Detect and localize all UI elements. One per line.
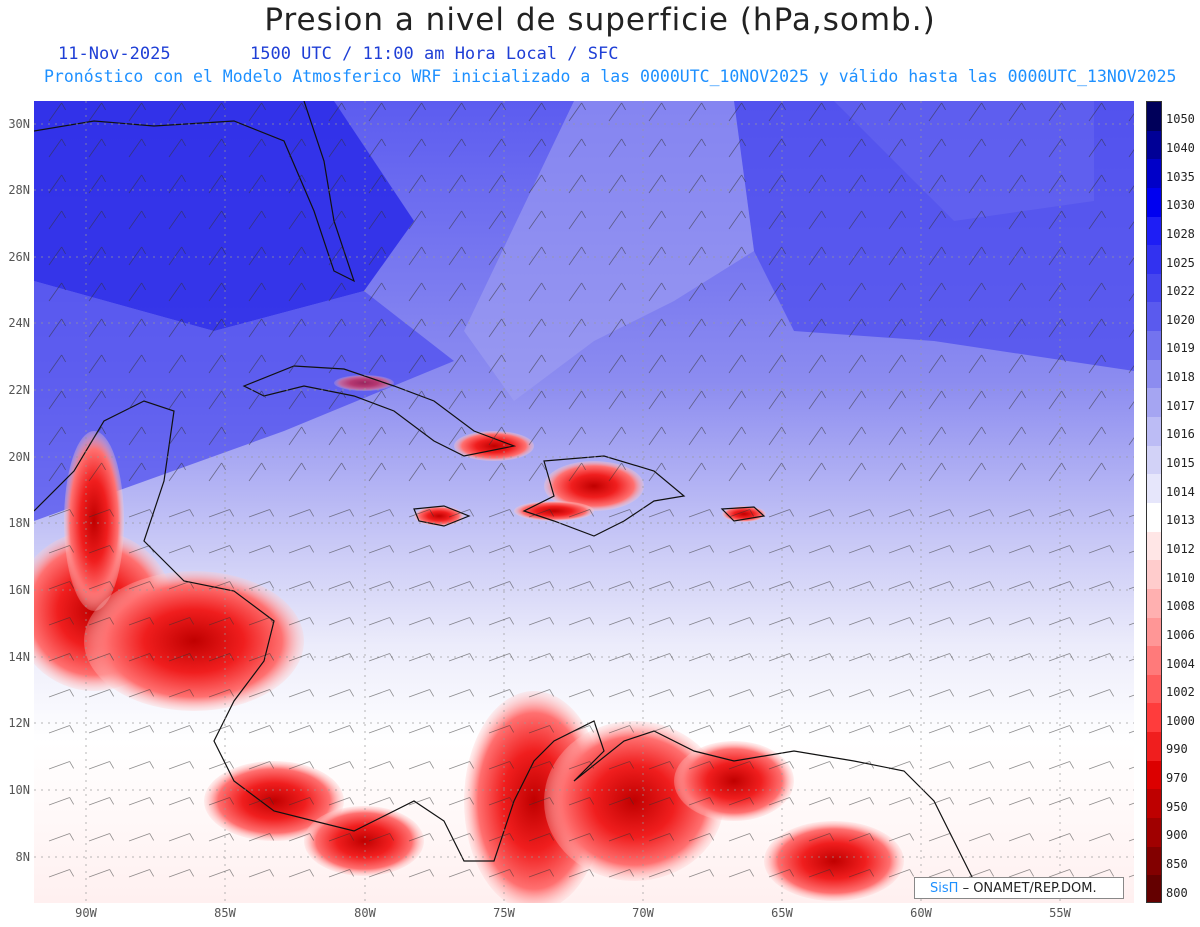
colorbar-swatch [1147, 359, 1161, 389]
colorbar-label: 1020 [1166, 312, 1195, 327]
lon-label: 75W [493, 906, 515, 920]
colorbar-label: 900 [1166, 828, 1188, 843]
lat-label: 30N [8, 117, 30, 131]
lon-label: 60W [910, 906, 932, 920]
colorbar-swatch [1147, 474, 1161, 503]
lat-label: 28N [8, 183, 30, 197]
map-title: Presion a nivel de superficie (hPa,somb.… [264, 2, 936, 38]
colorbar-swatch [1147, 445, 1161, 475]
lat-label: 20N [8, 450, 30, 464]
colorbar-label: 1040 [1166, 140, 1195, 155]
colorbar-swatch [1147, 846, 1161, 876]
colorbar-swatch [1147, 216, 1161, 246]
colorbar-label: 1016 [1166, 427, 1195, 442]
colorbar-swatch [1147, 187, 1161, 217]
colorbar-swatch [1147, 388, 1161, 418]
colorbar-swatch [1147, 789, 1161, 819]
colorbar-swatch [1147, 646, 1161, 675]
colorbar-swatch [1147, 760, 1161, 790]
colorbar-label: 800 [1166, 885, 1188, 900]
colorbar-label: 1014 [1166, 484, 1195, 499]
colorbar-swatch [1147, 502, 1161, 532]
colorbar-label: 970 [1166, 771, 1188, 786]
forecast-time: 1500 UTC / 11:00 am Hora Local / SFC [250, 44, 619, 64]
lat-label: 14N [8, 650, 30, 664]
colorbar-label: 1010 [1166, 570, 1195, 585]
lat-label: 12N [8, 716, 30, 730]
colorbar-swatch [1147, 732, 1161, 761]
colorbar-label: 1006 [1166, 627, 1195, 642]
pressure-colorbar [1146, 101, 1162, 903]
lon-label: 65W [771, 906, 793, 920]
lat-label: 16N [8, 583, 30, 597]
colorbar-label: 1004 [1166, 656, 1195, 671]
lon-label: 55W [1049, 906, 1071, 920]
lat-label: 18N [8, 516, 30, 530]
colorbar-label: 1022 [1166, 284, 1195, 299]
lat-label: 22N [8, 383, 30, 397]
colorbar-label: 1035 [1166, 169, 1195, 184]
colorbar-swatch [1147, 531, 1161, 561]
colorbar-swatch [1147, 130, 1161, 160]
lon-label: 70W [632, 906, 654, 920]
colorbar-swatch [1147, 302, 1161, 332]
lon-label: 85W [214, 906, 236, 920]
colorbar-swatch [1147, 617, 1161, 647]
colorbar-label: 1050 [1166, 112, 1195, 127]
colorbar-label: 1025 [1166, 255, 1195, 270]
colorbar-swatch [1147, 674, 1161, 704]
sispi-logo: SisΠ [930, 881, 959, 896]
lat-label: 8N [15, 850, 30, 864]
colorbar-label: 1000 [1166, 713, 1195, 728]
lat-label: 26N [8, 250, 30, 264]
colorbar-label: 950 [1166, 799, 1188, 814]
colorbar-label: 1030 [1166, 198, 1195, 213]
colorbar-swatch [1147, 159, 1161, 188]
pressure-map [34, 101, 1134, 903]
credit-text: – ONAMET/REP.DOM. [962, 881, 1097, 896]
colorbar-label: 1002 [1166, 685, 1195, 700]
colorbar-label: 1017 [1166, 398, 1195, 413]
colorbar-label: 1018 [1166, 370, 1195, 385]
colorbar-swatch [1147, 875, 1161, 902]
colorbar-swatch [1147, 417, 1161, 446]
forecast-date: 11-Nov-2025 [58, 44, 171, 64]
colorbar-label: 1013 [1166, 513, 1195, 528]
colorbar-swatch [1147, 560, 1161, 589]
lon-label: 90W [75, 906, 97, 920]
colorbar-swatch [1147, 245, 1161, 274]
colorbar-label: 1028 [1166, 226, 1195, 241]
lon-label: 80W [354, 906, 376, 920]
colorbar-label: 850 [1166, 857, 1188, 872]
lat-label: 10N [8, 783, 30, 797]
colorbar-label: 990 [1166, 742, 1188, 757]
colorbar-label: 1019 [1166, 341, 1195, 356]
colorbar-swatch [1147, 588, 1161, 618]
colorbar-swatch [1147, 818, 1161, 847]
colorbar-swatch [1147, 331, 1161, 360]
colorbar-swatch [1147, 273, 1161, 303]
credit-box: SisΠ – ONAMET/REP.DOM. [914, 877, 1124, 899]
colorbar-label: 1015 [1166, 456, 1195, 471]
colorbar-swatch [1147, 703, 1161, 733]
colorbar-label: 1012 [1166, 541, 1195, 556]
colorbar-label: 1008 [1166, 599, 1195, 614]
model-info: Pronóstico con el Modelo Atmosferico WRF… [44, 67, 1177, 86]
lat-label: 24N [8, 316, 30, 330]
colorbar-swatch [1147, 102, 1161, 131]
